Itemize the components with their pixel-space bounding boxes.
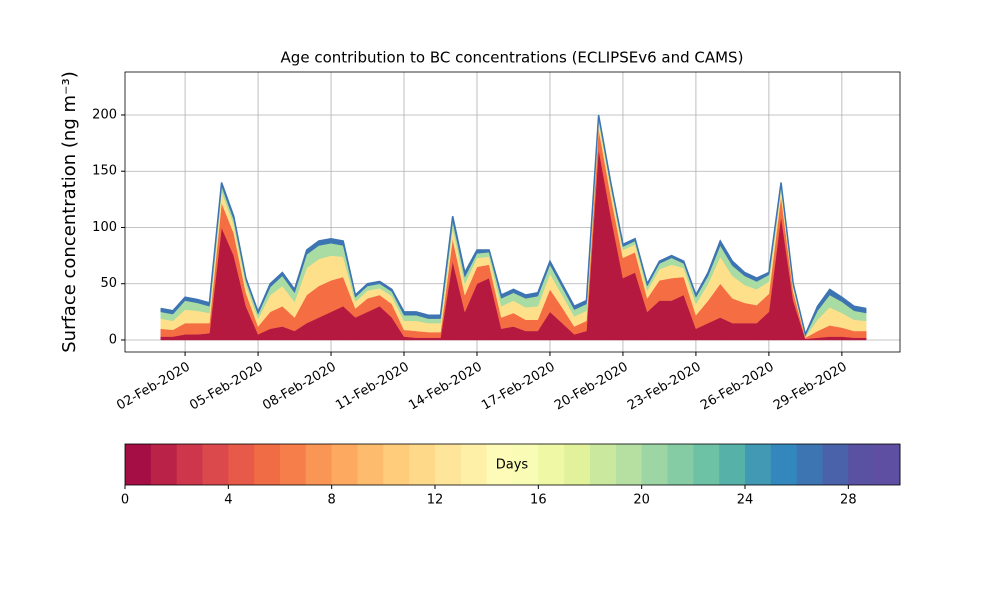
colorbar-swatch xyxy=(331,444,358,485)
y-tick-label: 0 xyxy=(109,332,117,347)
x-tick-label: 23-Feb-2020 xyxy=(625,360,704,414)
area-edge xyxy=(160,114,867,337)
colorbar-swatch xyxy=(435,444,462,485)
colorbar-swatch xyxy=(874,444,901,485)
colorbar-swatch xyxy=(202,444,229,485)
colorbar-swatch xyxy=(383,444,410,485)
plot-frame xyxy=(124,71,901,353)
y-tick-label: 100 xyxy=(92,220,117,235)
colorbar-swatch xyxy=(254,444,281,485)
chart-title: Age contribution to BC concentrations (E… xyxy=(281,49,744,67)
colorbar-swatch xyxy=(486,444,513,485)
colorbar-swatch xyxy=(357,444,384,485)
x-tick-label: 11-Feb-2020 xyxy=(333,360,412,414)
x-tick-label: 08-Feb-2020 xyxy=(260,360,339,414)
colorbar-swatch xyxy=(796,444,823,485)
colorbar-label: Days xyxy=(496,458,529,473)
colorbar-swatch xyxy=(745,444,772,485)
colorbar-swatch xyxy=(615,444,643,485)
colorbar-tick-label: 12 xyxy=(427,493,444,508)
colorbar-swatch xyxy=(409,444,436,485)
colorbar-tick-label: 16 xyxy=(530,493,547,508)
colorbar-swatch xyxy=(512,444,539,485)
colorbar-frame xyxy=(124,443,901,486)
colorbar-tick-label: 4 xyxy=(224,493,232,508)
colorbar-tick-label: 28 xyxy=(840,493,857,508)
colorbar-swatch xyxy=(280,444,307,485)
colorbar-tick-label: 0 xyxy=(121,493,129,508)
colorbar-swatch xyxy=(564,444,591,485)
colorbar-swatch xyxy=(822,444,849,485)
colorbar-swatch xyxy=(719,444,746,485)
colorbar-tick-label: 20 xyxy=(633,493,650,508)
y-tick-label: 150 xyxy=(92,164,117,179)
colorbar-swatch xyxy=(770,444,798,485)
x-tick-label: 14-Feb-2020 xyxy=(406,360,485,414)
colorbar-swatch xyxy=(176,444,203,485)
colorbar-swatch xyxy=(667,444,694,485)
colorbar-swatch xyxy=(848,444,875,485)
colorbar-swatch xyxy=(538,444,565,485)
colorbar-tick-label: 8 xyxy=(328,493,336,508)
x-tick-label: 29-Feb-2020 xyxy=(771,360,850,414)
colorbar-swatch xyxy=(590,444,617,485)
y-tick-label: 200 xyxy=(92,107,117,122)
colorbar-swatch xyxy=(150,444,178,485)
y-axis-label: Surface concentration (ng m⁻³) xyxy=(59,71,80,353)
x-tick-label: 02-Feb-2020 xyxy=(114,360,193,414)
colorbar-swatch xyxy=(641,444,668,485)
colorbar-swatch xyxy=(305,444,333,485)
colorbar-swatch xyxy=(693,444,720,485)
y-tick-label: 50 xyxy=(100,276,117,291)
x-tick-label: 26-Feb-2020 xyxy=(698,360,777,414)
colorbar-swatch xyxy=(460,444,488,485)
colorbar-swatch xyxy=(228,444,255,485)
x-tick-label: 05-Feb-2020 xyxy=(187,360,266,414)
colorbar-swatch xyxy=(125,444,152,485)
colorbar-tick-label: 24 xyxy=(737,493,754,508)
x-tick-label: 17-Feb-2020 xyxy=(479,360,558,414)
x-tick-label: 20-Feb-2020 xyxy=(552,360,631,414)
